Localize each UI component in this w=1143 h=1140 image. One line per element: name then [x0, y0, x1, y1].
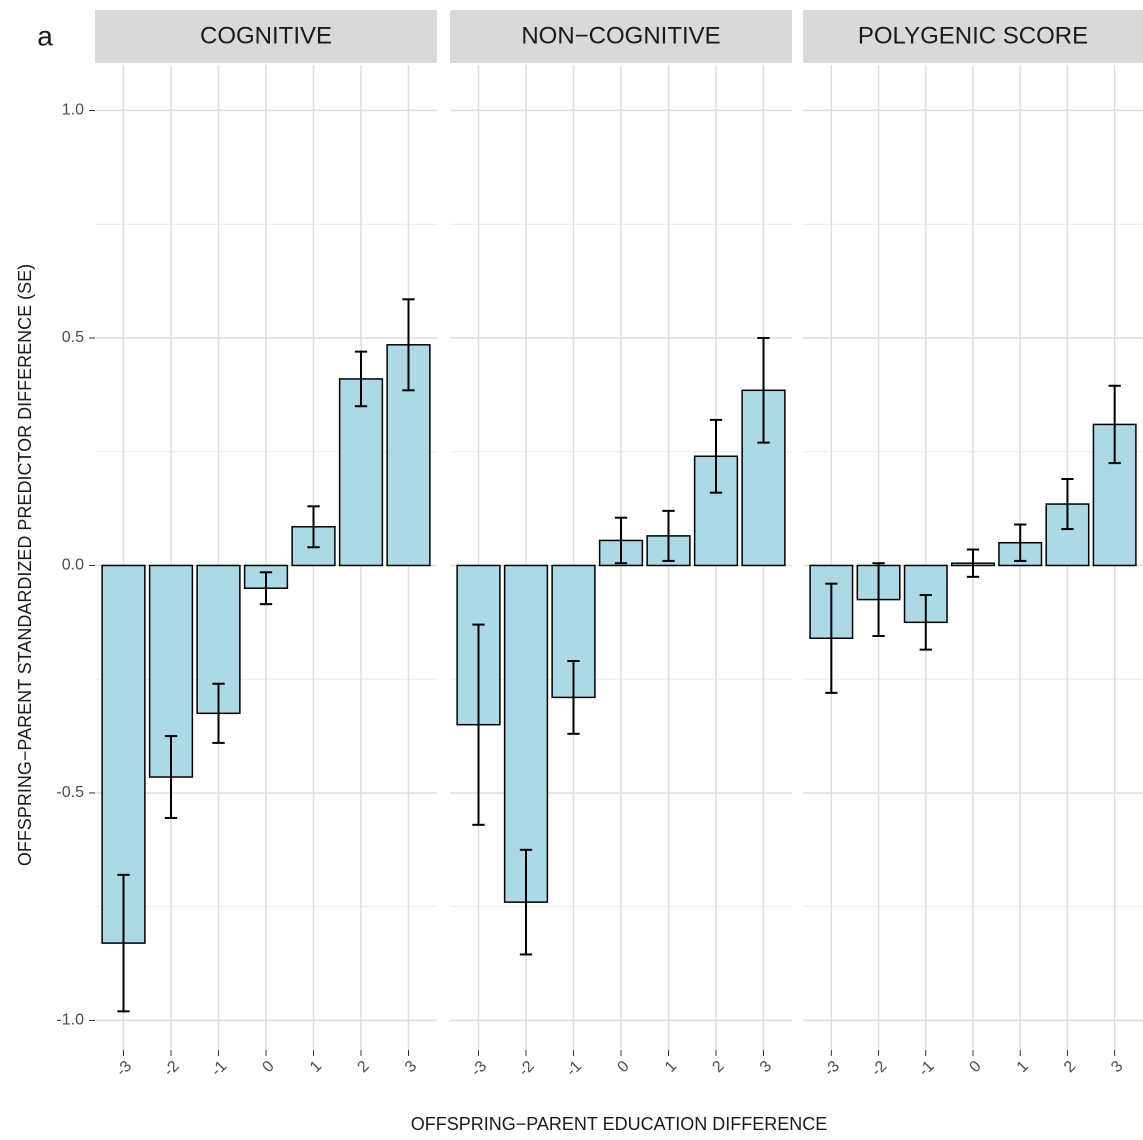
- error-bar: [662, 509, 675, 562]
- x-tick-label: -2: [516, 1058, 538, 1080]
- facet-strip: [803, 10, 1143, 63]
- error-bar: [872, 562, 885, 637]
- x-tick-label: 0: [259, 1058, 277, 1076]
- error-bar: [567, 660, 580, 735]
- x-tick-label: 1: [307, 1058, 325, 1076]
- x-tick-label: 2: [354, 1058, 372, 1076]
- x-axis-title: OFFSPRING−PARENT EDUCATION DIFFERENCE: [411, 1114, 828, 1134]
- error-bar: [212, 682, 225, 744]
- error-bar: [1061, 478, 1074, 531]
- y-tick-label: -0.5: [56, 784, 84, 801]
- x-tick-label: -2: [868, 1058, 890, 1080]
- y-tick-label: 0.0: [62, 557, 84, 574]
- x-tick-label: 3: [1108, 1058, 1126, 1076]
- x-tick-label: -3: [821, 1058, 843, 1080]
- x-tick-label: -3: [113, 1058, 135, 1080]
- y-axis-title: OFFSPRING−PARENT STANDARDIZED PREDICTOR …: [15, 264, 35, 866]
- x-tick-label: 1: [1014, 1058, 1032, 1076]
- error-bar: [709, 418, 723, 494]
- panel-label: a: [37, 20, 53, 51]
- error-bar: [402, 298, 415, 392]
- facet-strip: [95, 10, 437, 63]
- error-bar: [354, 350, 368, 408]
- x-tick-label: -1: [208, 1058, 230, 1080]
- error-bar: [1014, 523, 1027, 562]
- x-tick-label: -2: [161, 1058, 183, 1080]
- error-bar: [519, 848, 533, 956]
- error-bar: [825, 582, 838, 694]
- error-bar: [757, 336, 770, 444]
- error-bar: [966, 548, 980, 578]
- facet-title: NON−COGNITIVE: [521, 22, 720, 49]
- x-tick-label: -1: [563, 1058, 585, 1080]
- x-tick-label: 3: [402, 1058, 420, 1076]
- y-tick-label: 1.0: [62, 102, 84, 119]
- x-tick-label: -3: [468, 1058, 490, 1080]
- error-bar: [164, 735, 178, 819]
- facet-title: COGNITIVE: [200, 22, 332, 49]
- error-bar: [472, 623, 485, 826]
- facet-strip: [450, 10, 792, 63]
- error-bar: [919, 594, 932, 651]
- error-bar: [307, 505, 320, 549]
- x-tick-label: 1: [662, 1058, 680, 1076]
- facet-title: POLYGENIC SCORE: [858, 22, 1088, 49]
- error-bar: [117, 873, 130, 1013]
- x-tick-label: -1: [916, 1058, 938, 1080]
- x-tick-label: 2: [709, 1058, 727, 1076]
- bar: [1092, 423, 1137, 567]
- error-bar: [259, 571, 273, 606]
- bar: [503, 564, 549, 903]
- y-tick-label: -1.0: [56, 1012, 84, 1029]
- error-bar: [1108, 384, 1121, 465]
- x-tick-label: 0: [966, 1058, 984, 1076]
- x-tick-label: 0: [614, 1058, 632, 1076]
- x-tick-label: 2: [1061, 1058, 1079, 1076]
- x-tick-label: 3: [757, 1058, 775, 1076]
- error-bar: [614, 516, 628, 565]
- y-tick-label: 0.5: [62, 329, 84, 346]
